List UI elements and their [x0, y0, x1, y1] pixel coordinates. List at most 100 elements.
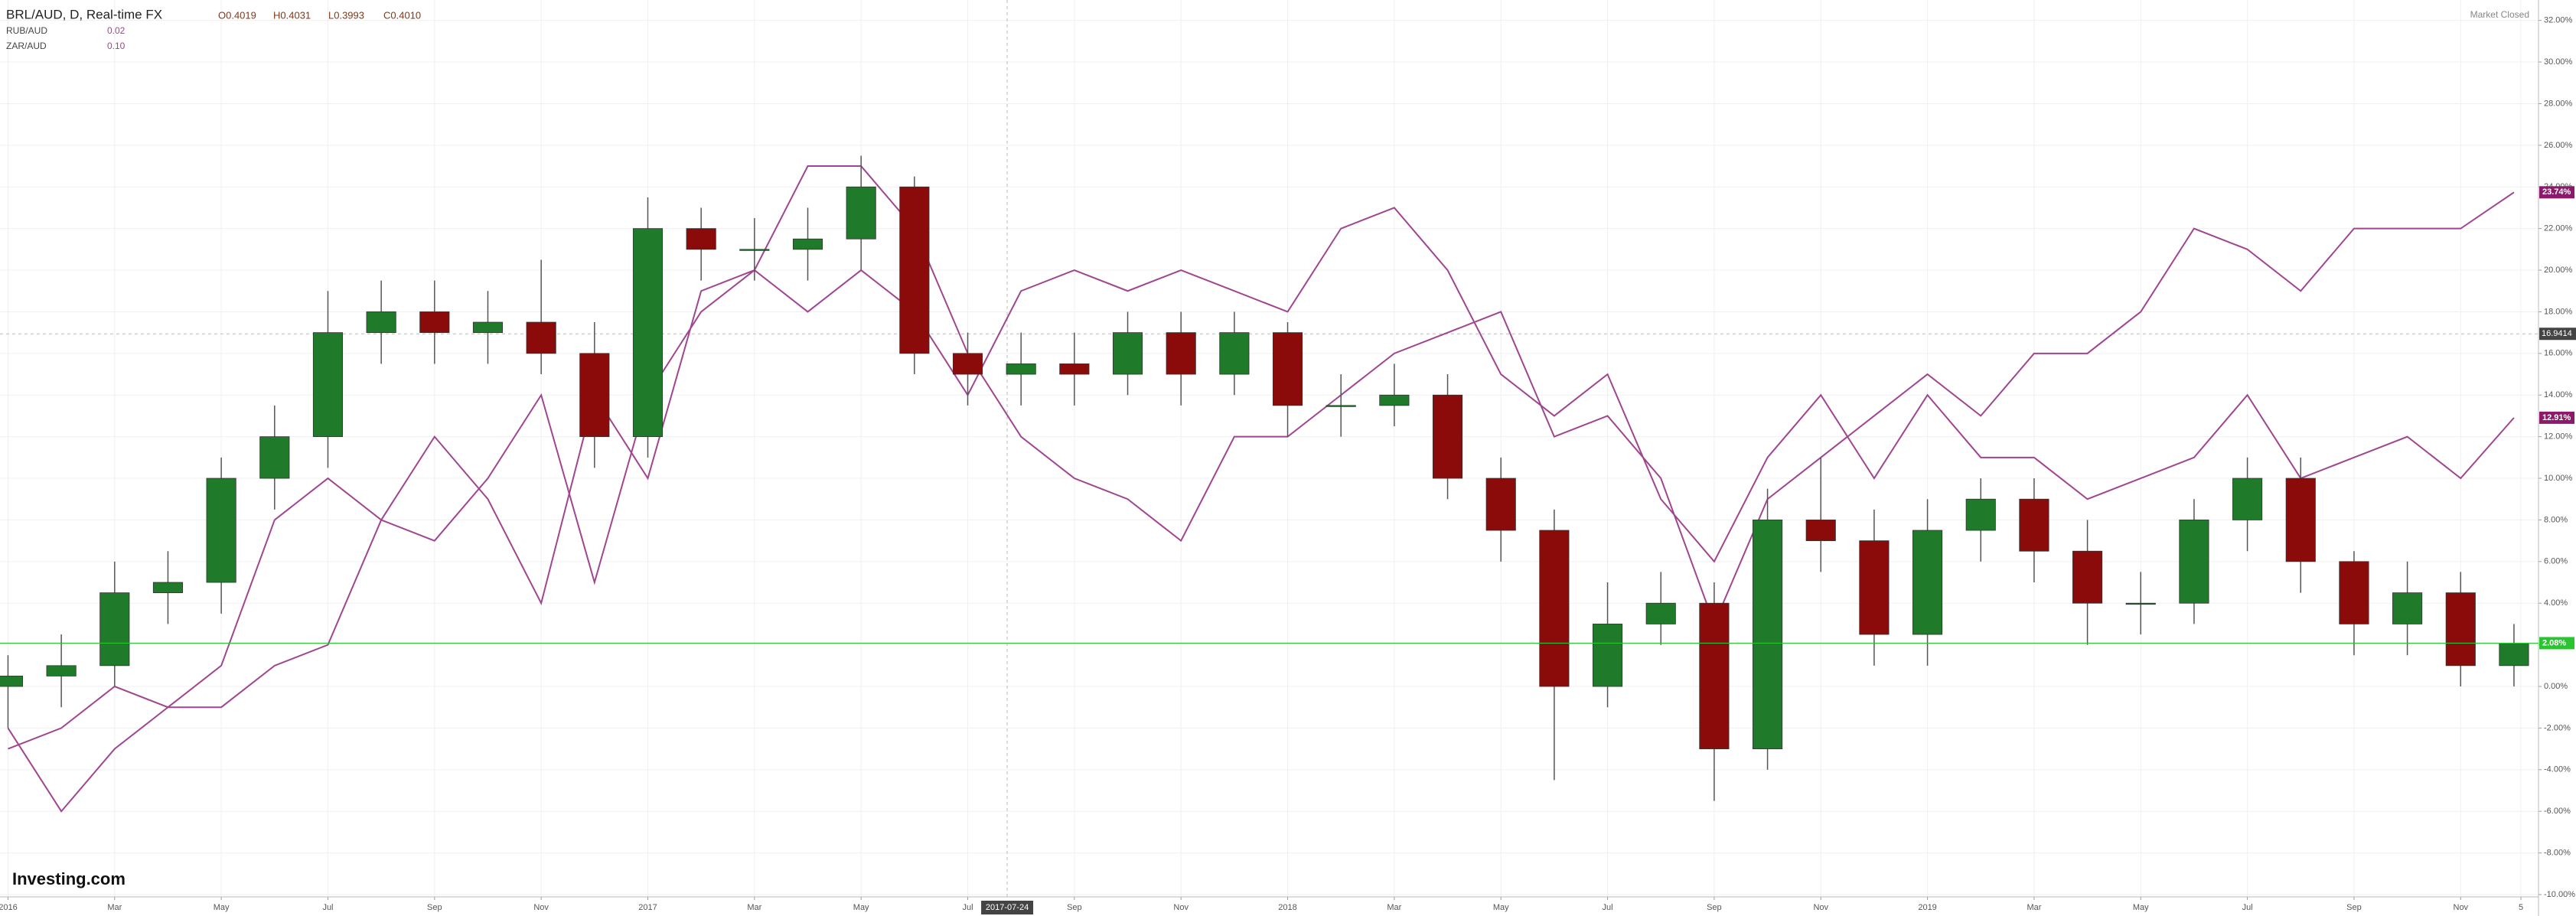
crosshair-x-box: [981, 901, 1034, 914]
y-tick-label: 26.00%: [2544, 141, 2573, 150]
y-tick-label: 8.00%: [2544, 515, 2568, 524]
candle-body: [579, 353, 610, 438]
candle-body: [2125, 602, 2156, 605]
candle-body: [1912, 530, 1943, 635]
series-end-label-box: [2539, 186, 2574, 199]
x-tick-label: Nov: [1173, 903, 1189, 912]
crosshair-y-box: [2539, 328, 2576, 341]
legend-entry: ZAR/AUD: [6, 41, 47, 51]
candle-body: [259, 436, 290, 479]
candle-body: [1166, 332, 1196, 375]
candle-body: [1485, 478, 1516, 531]
y-tick-label: 6.00%: [2544, 557, 2568, 566]
x-tick-label: May: [1493, 903, 1509, 912]
x-tick-label: May: [214, 903, 230, 912]
candle-body: [2285, 478, 2316, 562]
candle-body: [1592, 624, 1623, 687]
candle-body: [472, 321, 504, 334]
candle-body: [152, 582, 184, 594]
candle-body: [2499, 643, 2529, 667]
x-tick-label: Sep: [1067, 903, 1082, 912]
legend-value: 0.02: [107, 25, 126, 36]
y-tick-label: 4.00%: [2544, 598, 2568, 608]
candle-body: [46, 665, 77, 676]
market-status: Market Closed: [2470, 9, 2529, 20]
candle-body: [99, 592, 130, 667]
candle-body: [1379, 394, 1410, 406]
candle-body: [1272, 332, 1303, 406]
legend-entry: RUB/AUD: [6, 25, 47, 36]
series-line: [7, 165, 2515, 813]
candle-body: [1645, 602, 1676, 624]
y-tick-label: 22.00%: [2544, 224, 2573, 233]
candle-body: [419, 311, 450, 334]
last-price-label: 2.08%: [2542, 638, 2566, 647]
y-tick-label: 14.00%: [2544, 390, 2573, 399]
x-tick-label: Jul: [2242, 903, 2253, 912]
ohlc-value: C0.4010: [383, 9, 421, 21]
crosshair-x-label: 2017-07-24: [986, 903, 1029, 912]
candle-body: [952, 353, 983, 375]
x-tick-label: Nov: [533, 903, 549, 912]
candle-body: [632, 228, 664, 438]
x-tick-label: Jul: [1603, 903, 1613, 912]
candle-body: [686, 228, 716, 250]
x-tick-label: Mar: [1387, 903, 1401, 912]
candle-body: [1325, 405, 1356, 407]
y-tick-label: 30.00%: [2544, 57, 2573, 67]
candle-body: [792, 238, 823, 250]
last-price-label-box: [2539, 637, 2574, 650]
y-tick-label: 18.00%: [2544, 307, 2573, 316]
candle-body: [899, 186, 930, 354]
candle-body: [2445, 592, 2476, 667]
x-tick-label: 2016: [0, 903, 18, 912]
candle-body: [1432, 394, 1463, 479]
candle-body: [1699, 602, 1730, 750]
candle-body: [2392, 592, 2423, 624]
candle-body: [206, 478, 236, 583]
y-tick-label: 32.00%: [2544, 16, 2573, 25]
candle-body: [1059, 363, 1090, 375]
candle-body: [312, 332, 344, 438]
crosshair-y-label: 16.9414: [2542, 329, 2572, 338]
candle-body: [526, 321, 556, 354]
candle-body: [2232, 478, 2263, 520]
candle-body: [366, 311, 396, 334]
x-tick-label: Sep: [1707, 903, 1722, 912]
y-tick-label: 20.00%: [2544, 266, 2573, 275]
x-tick-label: Mar: [2027, 903, 2041, 912]
ohlc-value: H0.4031: [273, 9, 311, 21]
candle-body: [1753, 520, 1783, 750]
ohlc-value: L0.3993: [328, 9, 364, 21]
x-tick-label: 2018: [1278, 903, 1296, 912]
overlay-layer: 32.00%30.00%28.00%26.00%24.00%22.00%20.0…: [0, 9, 2576, 914]
series-end-label: 23.74%: [2542, 187, 2571, 197]
x-tick-label: Jul: [322, 903, 333, 912]
legend-value: 0.10: [107, 41, 126, 51]
series-end-label: 12.91%: [2542, 413, 2571, 422]
x-tick-label: Mar: [747, 903, 761, 912]
candle-body: [1859, 540, 1890, 635]
candle-body: [1965, 498, 1996, 531]
x-tick-label: Nov: [1813, 903, 1828, 912]
x-tick-label: Sep: [427, 903, 442, 912]
x-tick-label: 2017: [638, 903, 657, 912]
y-tick-label: 16.00%: [2544, 349, 2573, 358]
candle-body: [1006, 363, 1036, 375]
candle-body: [2072, 550, 2103, 604]
candle-body: [1805, 520, 1836, 542]
candle-body: [2179, 520, 2209, 604]
y-tick-label: -6.00%: [2544, 807, 2571, 816]
y-tick-label: -2.00%: [2544, 723, 2571, 732]
y-tick-label: 12.00%: [2544, 432, 2573, 442]
brand-logo: Investing.com: [12, 869, 126, 888]
x-tick-label: Nov: [2454, 903, 2469, 912]
candle-body: [0, 676, 24, 687]
candle-body: [846, 186, 876, 240]
x-tick-label: May: [2133, 903, 2149, 912]
x-tick-label: 5: [2519, 903, 2523, 912]
